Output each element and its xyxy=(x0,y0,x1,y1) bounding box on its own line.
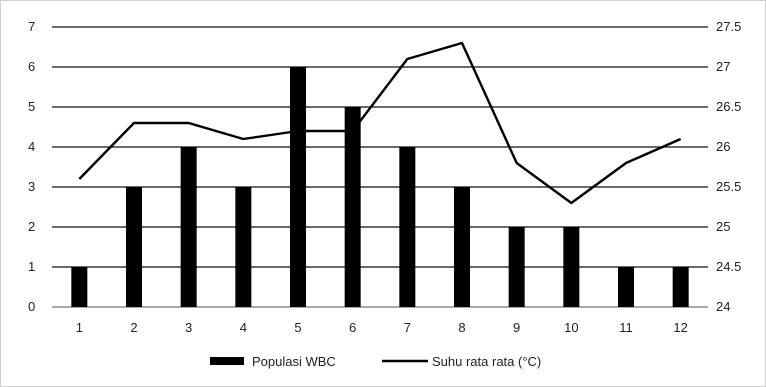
gridlines xyxy=(52,26,708,308)
y-right-tick-label: 25.5 xyxy=(716,179,741,194)
bar-7 xyxy=(399,147,416,307)
y-left-tick-label: 5 xyxy=(28,99,35,114)
legend-bar-label: Populasi WBC xyxy=(252,354,336,369)
x-tick-label: 2 xyxy=(130,320,137,335)
legend-bar-swatch xyxy=(210,357,244,365)
y-right-tick-label: 26.5 xyxy=(716,99,741,114)
bar-8 xyxy=(454,187,470,307)
y-right-tick-label: 26 xyxy=(716,139,730,154)
x-tick-label: 8 xyxy=(458,320,465,335)
x-tick-label: 9 xyxy=(513,320,520,335)
bar-series xyxy=(71,67,689,307)
bar-9 xyxy=(508,227,525,307)
x-tick-label: 10 xyxy=(564,320,578,335)
y-right-tick-label: 27.5 xyxy=(716,19,741,34)
x-tick-label: 1 xyxy=(76,320,83,335)
line-series xyxy=(78,41,682,205)
bar-5 xyxy=(290,67,306,307)
y-right-tick-label: 24.5 xyxy=(716,259,741,274)
bar-11 xyxy=(618,267,634,307)
bar-1 xyxy=(71,267,88,307)
legend: Populasi WBC Suhu rata rata (°C) xyxy=(210,354,541,369)
bar-2 xyxy=(126,187,142,307)
x-tick-label: 3 xyxy=(185,320,192,335)
y-left-tick-label: 0 xyxy=(28,299,35,314)
bar-12 xyxy=(672,267,689,307)
bar-3 xyxy=(180,147,197,307)
y-left-tick-label: 1 xyxy=(28,259,35,274)
y-right-tick-label: 27 xyxy=(716,59,730,74)
x-tick-label: 4 xyxy=(240,320,247,335)
bar-10 xyxy=(563,227,580,307)
x-tick-label: 7 xyxy=(404,320,411,335)
y-right-tick-label: 25 xyxy=(716,219,730,234)
y-right-tick-label: 24 xyxy=(716,299,730,314)
y-left-tick-label: 7 xyxy=(28,19,35,34)
bar-6 xyxy=(344,107,361,307)
x-tick-label: 11 xyxy=(619,320,633,335)
x-tick-label: 5 xyxy=(294,320,301,335)
y-left-tick-label: 4 xyxy=(28,139,35,154)
y-left-tick-label: 6 xyxy=(28,59,35,74)
temperature-line xyxy=(78,41,682,205)
y-left-tick-label: 3 xyxy=(28,179,35,194)
x-tick-label: 6 xyxy=(349,320,356,335)
bar-4 xyxy=(235,187,252,307)
legend-line-label: Suhu rata rata (°C) xyxy=(432,354,541,369)
x-tick-label: 12 xyxy=(673,320,687,335)
y-left-tick-label: 2 xyxy=(28,219,35,234)
